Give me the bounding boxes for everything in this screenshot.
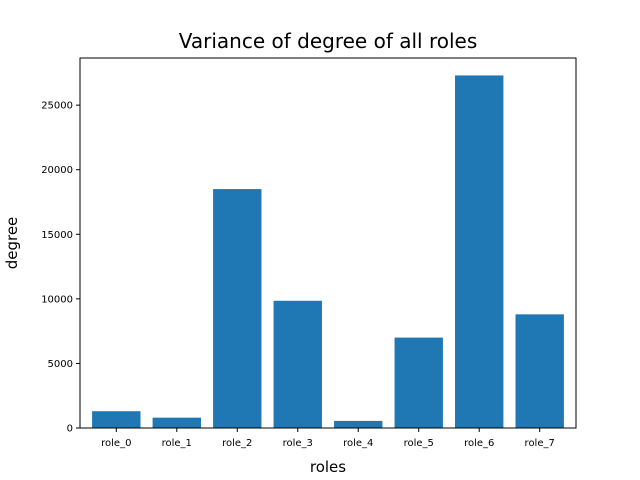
x-tick-label: role_0 (101, 438, 131, 449)
y-tick-label: 0 (67, 424, 73, 435)
chart-title: Variance of degree of all roles (179, 29, 478, 53)
y-tick-label: 15000 (41, 230, 73, 241)
bar-role_6 (455, 75, 504, 429)
y-tick-label: 5000 (48, 359, 73, 370)
x-axis-ticks: role_0 role_1 role_2 role_3 role_4 role_5 role… (101, 428, 555, 449)
bar-role_1 (152, 417, 201, 428)
bar-role_7 (515, 314, 564, 428)
x-tick-label: role_4 (343, 438, 373, 449)
x-tick-label: role_5 (404, 438, 434, 449)
y-tick-label: 10000 (41, 294, 73, 305)
bar-role_5 (394, 337, 443, 428)
x-axis-label: roles (310, 458, 346, 476)
y-tick-label: 20000 (41, 165, 73, 176)
bar-role_0 (92, 411, 141, 428)
y-tick-label: 25000 (41, 101, 73, 112)
bars-group (92, 75, 564, 429)
x-tick-label: role_2 (222, 438, 252, 449)
y-axis-label: degree (3, 217, 21, 270)
x-tick-label: role_3 (283, 438, 313, 449)
bar-role_2 (213, 189, 262, 428)
x-tick-label: role_1 (162, 438, 192, 449)
y-axis-ticks: 0 5000 10000 15000 20000 25000 (41, 101, 80, 435)
bar-role_3 (273, 300, 322, 428)
x-tick-label: role_6 (464, 438, 494, 449)
plot-frame (79, 57, 577, 429)
x-tick-label: role_7 (525, 438, 555, 449)
bar-role_4 (334, 420, 383, 428)
